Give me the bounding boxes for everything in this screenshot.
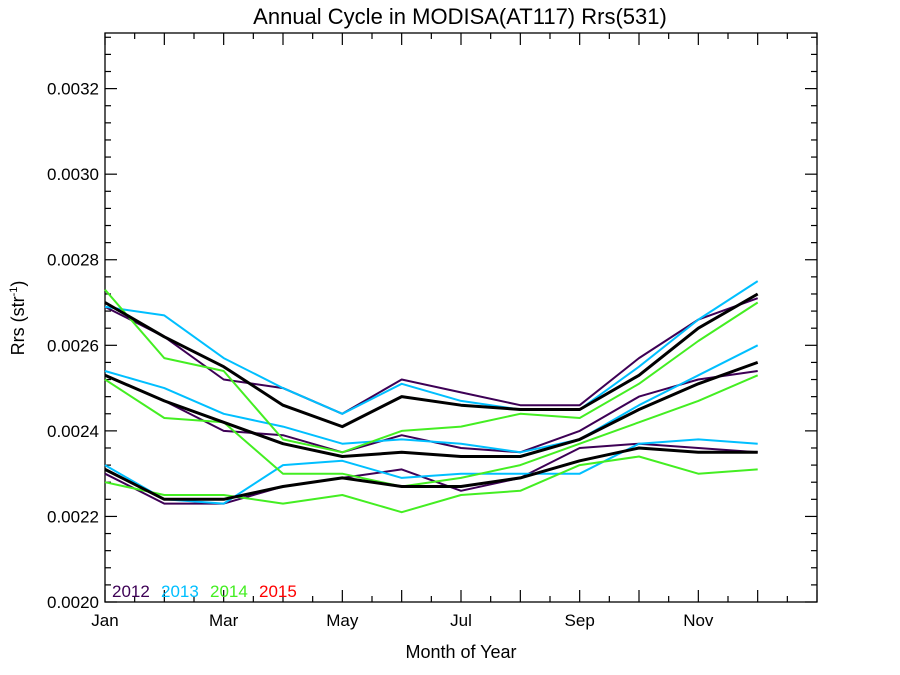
x-axis-label: Month of Year: [405, 642, 516, 662]
y-axis-label-close: ): [8, 281, 28, 287]
series-line-mean-9: [104, 292, 759, 429]
y-tick-label: 0.0032: [47, 80, 99, 99]
plot-frame: [104, 32, 818, 603]
series-line-2013-3: [104, 280, 759, 415]
legend: 2012 2013 2014 2015: [112, 582, 297, 601]
legend-item-2014: 2014: [210, 582, 248, 601]
legend-item-2013: 2013: [161, 582, 199, 601]
x-axis: Jan Mar May Jul Sep Nov: [91, 33, 818, 630]
chart-title: Annual Cycle in MODISA(AT117) Rrs(531): [253, 4, 667, 29]
series-line-2012-0: [104, 297, 759, 415]
x-tick-label: Jan: [91, 611, 118, 630]
x-tick-label: Mar: [209, 611, 239, 630]
y-tick-label: 0.0024: [47, 422, 99, 441]
series-lines: [104, 280, 759, 514]
y-tick-label: 0.0030: [47, 165, 99, 184]
y-axis-label-text: Rrs (str: [8, 296, 28, 355]
x-tick-label: Jul: [450, 611, 472, 630]
y-axis-label: Rrs (str-1): [8, 281, 28, 356]
legend-item-2012: 2012: [112, 582, 150, 601]
series-line-2014-7: [104, 374, 759, 488]
series-line-mean-11: [104, 446, 758, 501]
series-line-2014-8: [104, 455, 758, 514]
series-line-2013-4: [104, 344, 759, 454]
y-tick-label: 0.0026: [47, 336, 99, 355]
series-line-2014-6: [104, 289, 759, 454]
x-tick-label: Nov: [683, 611, 714, 630]
y-axis: 0.0020 0.0022 0.0024 0.0026 0.0028 0.0030 0.00…: [47, 36, 817, 612]
y-tick-label: 0.0022: [47, 507, 99, 526]
y-tick-label: 0.0028: [47, 251, 99, 270]
y-tick-label: 0.0020: [47, 593, 99, 612]
x-tick-label: May: [326, 611, 359, 630]
series-line-2013-5: [104, 438, 758, 505]
y-axis-label-superscript: -1: [8, 287, 20, 297]
x-tick-label: Sep: [565, 611, 595, 630]
legend-item-2015: 2015: [259, 582, 297, 601]
series-line-mean-10: [104, 360, 759, 458]
series-line-2012-1: [104, 370, 758, 454]
